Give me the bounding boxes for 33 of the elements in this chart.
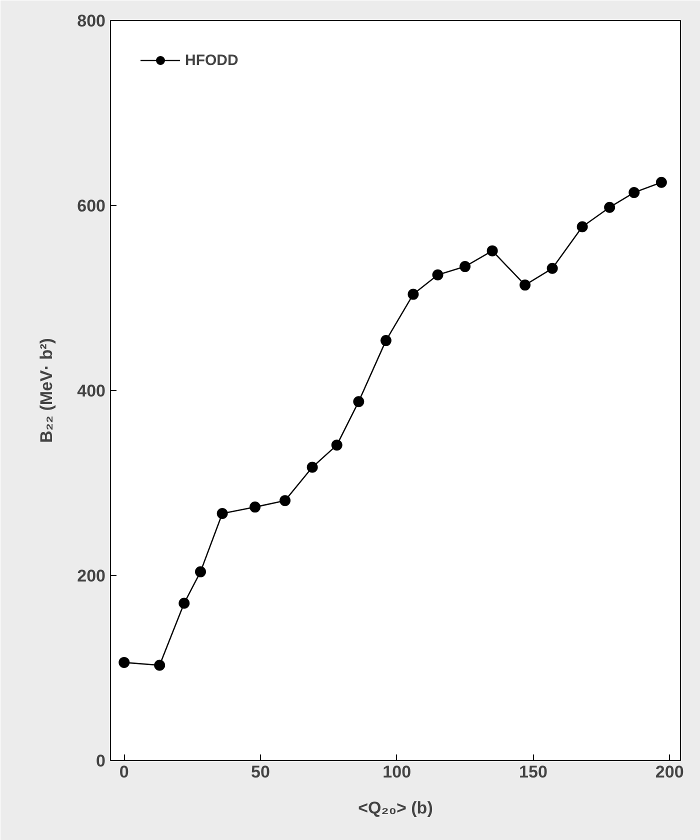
point bbox=[178, 598, 190, 609]
legend-label: HFODD bbox=[185, 52, 238, 68]
point bbox=[216, 508, 228, 520]
point bbox=[604, 202, 616, 213]
x-tick-label: 200 bbox=[655, 762, 684, 782]
point bbox=[628, 187, 640, 198]
point bbox=[353, 396, 364, 408]
x-tick-label: 50 bbox=[251, 762, 270, 782]
x-tick-label: 100 bbox=[382, 762, 412, 782]
point bbox=[280, 495, 291, 506]
point bbox=[195, 566, 206, 578]
y-axis-title: B₂₂ (MeV· b²) bbox=[37, 338, 56, 443]
point bbox=[380, 335, 392, 346]
y-tick-label: 400 bbox=[77, 382, 106, 400]
x-tick-label: 150 bbox=[519, 762, 548, 782]
point bbox=[118, 656, 130, 668]
point bbox=[306, 462, 318, 473]
y-tick-label: 200 bbox=[77, 566, 106, 586]
point bbox=[520, 280, 531, 291]
y-tick-label: 600 bbox=[77, 196, 106, 216]
point bbox=[154, 660, 166, 671]
point bbox=[546, 262, 558, 274]
point bbox=[656, 176, 667, 188]
point bbox=[460, 261, 471, 272]
point bbox=[331, 440, 342, 451]
point bbox=[432, 269, 444, 280]
point bbox=[486, 245, 498, 256]
x-tick-label: 0 bbox=[119, 762, 129, 782]
point bbox=[576, 221, 588, 232]
point bbox=[250, 502, 261, 513]
point bbox=[408, 288, 419, 300]
x-axis-title: <Q₂₀> (b) bbox=[358, 798, 433, 818]
y-tick-label: 800 bbox=[77, 12, 106, 30]
